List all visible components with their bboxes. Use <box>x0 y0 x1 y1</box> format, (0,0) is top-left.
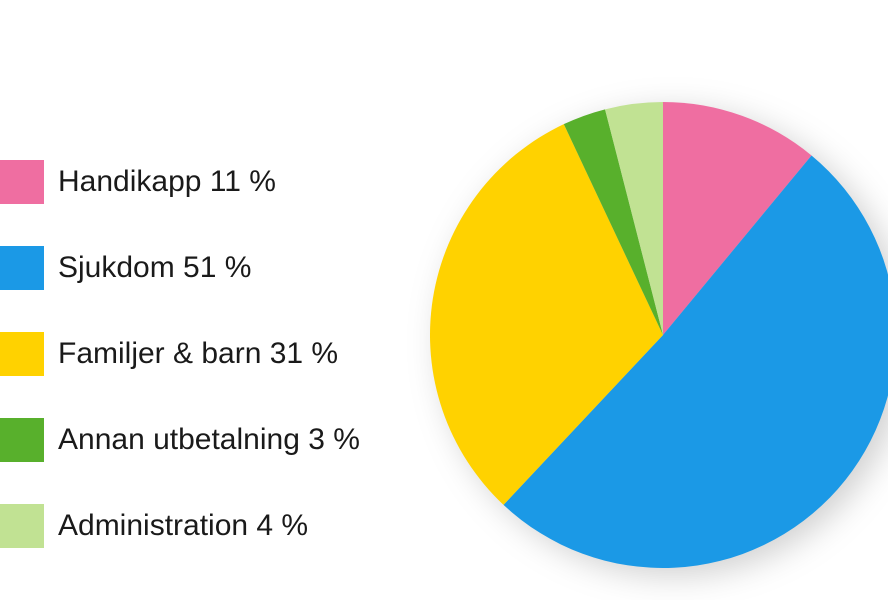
pie-chart <box>430 75 888 600</box>
swatch-annan <box>0 418 44 462</box>
pie-svg <box>430 75 888 595</box>
swatch-sjukdom <box>0 246 44 290</box>
legend-label-sjukdom: Sjukdom 51 % <box>58 251 251 285</box>
swatch-familjer-barn <box>0 332 44 376</box>
swatch-handikapp <box>0 160 44 204</box>
legend-item-annan: Annan utbetalning 3 % <box>0 418 360 462</box>
legend-item-sjukdom: Sjukdom 51 % <box>0 246 360 290</box>
legend-label-annan: Annan utbetalning 3 % <box>58 423 360 457</box>
legend-item-admin: Administration 4 % <box>0 504 360 548</box>
legend-label-handikapp: Handikapp 11 % <box>58 165 276 199</box>
swatch-admin <box>0 504 44 548</box>
legend-item-handikapp: Handikapp 11 % <box>0 160 360 204</box>
legend-item-familjer-barn: Familjer & barn 31 % <box>0 332 360 376</box>
legend: Handikapp 11 % Sjukdom 51 % Familjer & b… <box>0 160 360 548</box>
legend-label-admin: Administration 4 % <box>58 509 308 543</box>
legend-label-familjer-barn: Familjer & barn 31 % <box>58 337 338 371</box>
